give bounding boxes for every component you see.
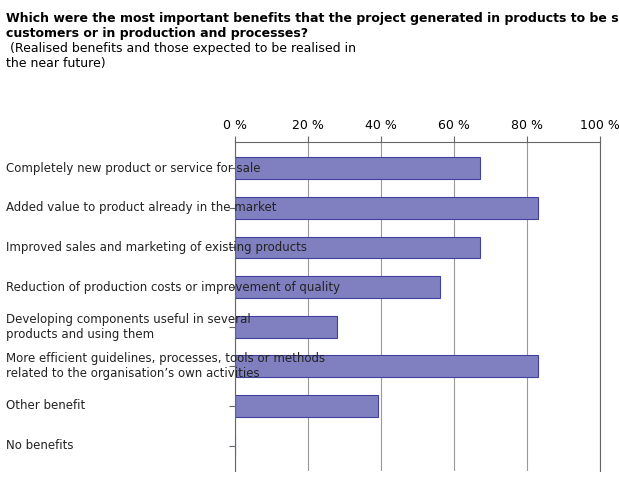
Bar [235,157,480,179]
Text: Improved sales and marketing of existing products: Improved sales and marketing of existing… [6,241,307,254]
Text: More efficient guidelines, processes, tools or methods
related to the organisati: More efficient guidelines, processes, to… [6,353,326,381]
Text: Reduction of production costs or improvement of quality: Reduction of production costs or improve… [6,280,340,294]
Text: Completely new product or service for sale: Completely new product or service for sa… [6,162,261,175]
Bar [235,355,539,377]
Text: Added value to product already in the market: Added value to product already in the ma… [6,201,277,214]
Bar [235,237,480,258]
Text: Developing components useful in several
products and using them: Developing components useful in several … [6,313,251,341]
Text: No benefits: No benefits [6,439,74,452]
Bar [235,197,539,218]
Text: Other benefit: Other benefit [6,400,85,412]
Bar [235,395,378,417]
Bar [235,316,337,338]
Text: (Realised benefits and those expected to be realised in
the near future): (Realised benefits and those expected to… [6,12,356,70]
Bar [235,276,439,298]
Text: Which were the most important benefits that the project generated in products to: Which were the most important benefits t… [6,12,619,40]
